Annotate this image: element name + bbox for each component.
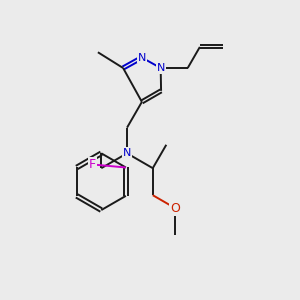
Text: O: O [170, 202, 180, 214]
Text: N: N [157, 63, 165, 73]
Text: N: N [123, 148, 131, 158]
Text: N: N [138, 52, 146, 63]
Text: F: F [88, 158, 96, 171]
